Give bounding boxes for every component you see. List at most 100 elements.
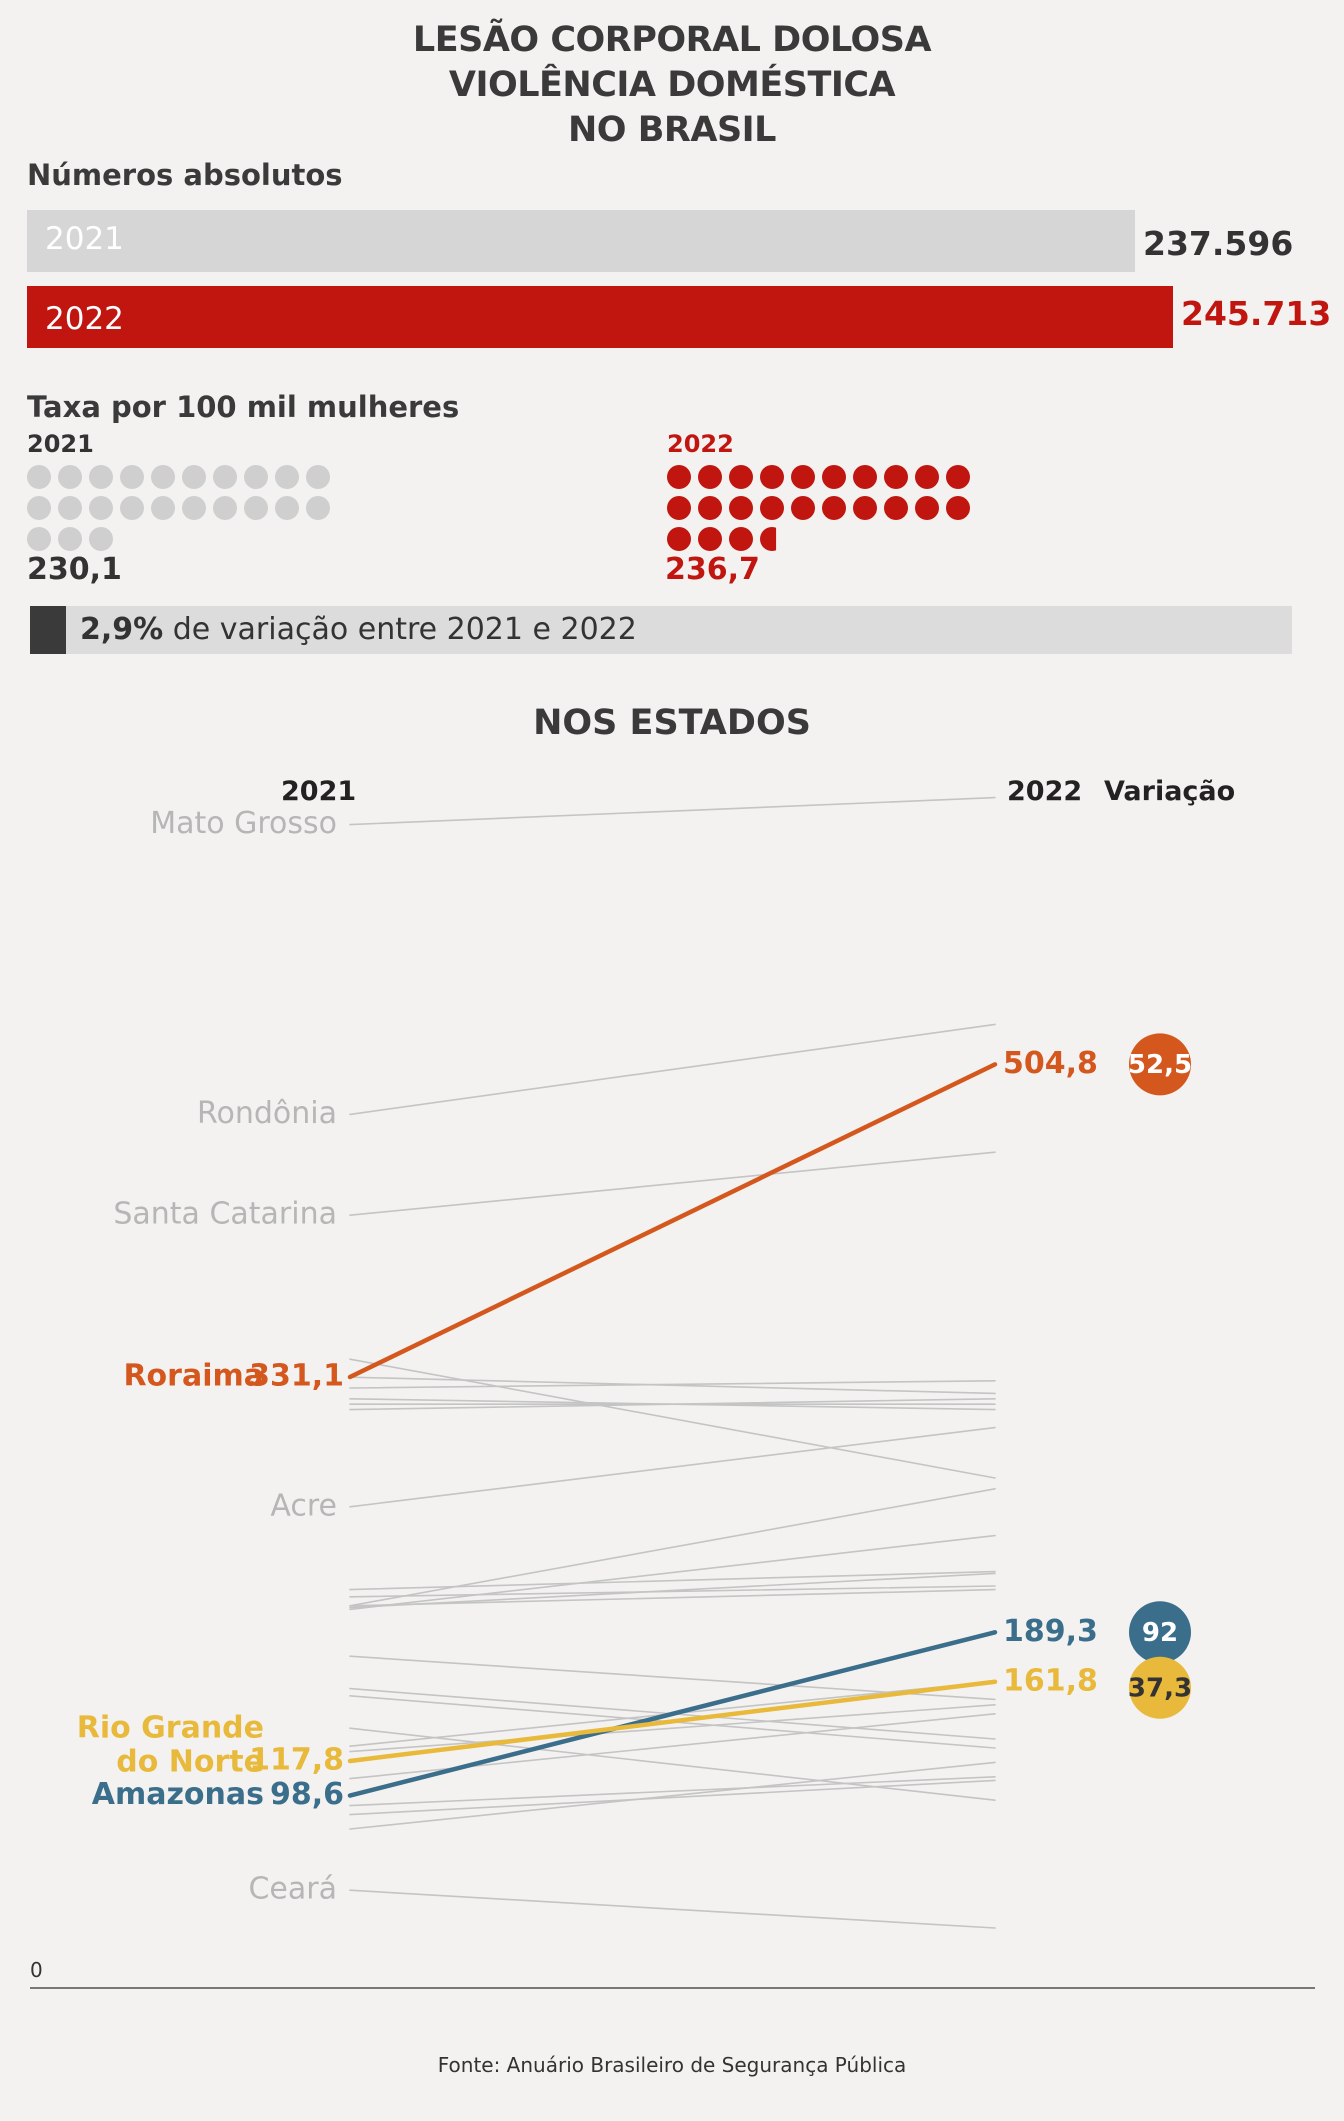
rate-dot <box>213 496 237 520</box>
rate-dot <box>884 465 908 489</box>
title-line-3: NO BRASIL <box>568 110 776 150</box>
bar-2022-value: 245.713 <box>1181 294 1332 333</box>
rate-dot <box>698 465 722 489</box>
state-label: Acre <box>270 1488 337 1523</box>
rate-2022-value: 236,7 <box>665 552 760 587</box>
rate-dot <box>853 496 877 520</box>
rate-2022-dots <box>667 465 970 551</box>
state-label: Rondônia <box>197 1096 337 1131</box>
rate-dot <box>27 527 51 551</box>
bar-2022-year: 2022 <box>45 301 124 337</box>
rate-dot <box>244 496 268 520</box>
bar-2021-year: 2021 <box>45 221 124 257</box>
variation-description: de variação entre 2021 e 2022 <box>163 612 637 647</box>
bar-2021-value: 237.596 <box>1143 224 1294 263</box>
value-2022-label: 504,8 <box>1003 1046 1098 1081</box>
absolutes-heading: Números absolutos <box>27 158 343 192</box>
bar-2022: 2022 <box>27 286 1173 348</box>
state-line <box>349 1376 996 1395</box>
variation-circle <box>1129 1033 1191 1096</box>
rate-dot <box>791 465 815 489</box>
rate-dot <box>822 496 846 520</box>
rate-dot <box>89 527 113 551</box>
value-2021-label: 331,1 <box>249 1359 344 1394</box>
state-line-highlight <box>347 1679 998 1764</box>
rate-dot <box>667 465 691 489</box>
rate-2022-year: 2022 <box>667 430 734 458</box>
rate-dot <box>853 465 877 489</box>
state-line <box>349 1358 996 1479</box>
value-2021-label: 98,6 <box>270 1777 344 1812</box>
rate-dot <box>120 465 144 489</box>
rate-2021-value: 230,1 <box>27 552 122 587</box>
state-name-label: Roraima <box>123 1359 264 1394</box>
chart-title: LESÃO CORPORAL DOLOSA VIOLÊNCIA DOMÉSTIC… <box>0 18 1344 153</box>
rate-2021-year: 2021 <box>27 430 94 458</box>
rate-dot <box>791 496 815 520</box>
rate-heading: Taxa por 100 mil mulheres <box>27 390 460 424</box>
state-line <box>349 1727 996 1801</box>
state-line <box>349 796 996 826</box>
rate-dot <box>275 496 299 520</box>
rate-dot <box>729 527 753 551</box>
rate-dot <box>760 465 784 489</box>
state-line <box>349 1534 996 1611</box>
column-2021: 2021 <box>281 776 357 807</box>
variation-value-label: 92 <box>1142 1618 1178 1648</box>
state-line <box>349 1761 996 1830</box>
state-line <box>349 1151 996 1216</box>
value-2022-label: 161,8 <box>1003 1663 1098 1698</box>
rate-dot <box>729 496 753 520</box>
rate-dot <box>729 465 753 489</box>
rate-dot-partial <box>760 527 784 551</box>
rate-dot <box>946 465 970 489</box>
state-label: Ceará <box>248 1872 337 1907</box>
rate-dot <box>306 496 330 520</box>
state-line <box>349 1380 996 1389</box>
state-line <box>349 1588 996 1607</box>
state-line-highlight <box>347 1062 998 1380</box>
rate-dot <box>698 496 722 520</box>
state-line <box>349 1488 996 1607</box>
bar-2021: 2021 <box>27 210 1135 272</box>
state-line <box>349 1426 996 1508</box>
rate-dot <box>151 496 175 520</box>
rate-dot <box>58 465 82 489</box>
state-name-label: Amazonas <box>92 1777 264 1812</box>
state-line-highlight <box>347 1630 998 1798</box>
rate-dot <box>27 465 51 489</box>
state-line <box>349 1023 996 1116</box>
column-variation: Variação <box>1104 776 1236 807</box>
column-2022: 2022 <box>1007 776 1083 807</box>
rate-dot <box>58 496 82 520</box>
variation-circle <box>1129 1656 1191 1719</box>
state-line <box>349 1572 996 1609</box>
rate-dot <box>760 496 784 520</box>
rate-dot <box>667 527 691 551</box>
state-name-label: do Norte <box>116 1744 264 1779</box>
rate-dot <box>58 527 82 551</box>
rate-dot <box>27 496 51 520</box>
rate-dot <box>244 465 268 489</box>
variation-value-label: 37,3 <box>1128 1673 1192 1703</box>
axis-zero-label: 0 <box>30 1958 43 1982</box>
rate-dot <box>151 465 175 489</box>
state-label: Santa Catarina <box>113 1197 337 1232</box>
rate-dot <box>698 527 722 551</box>
rate-dot <box>306 465 330 489</box>
rate-dot <box>120 496 144 520</box>
rate-dot <box>884 496 908 520</box>
title-line-1: LESÃO CORPORAL DOLOSA <box>412 20 932 60</box>
state-line <box>349 1398 996 1411</box>
rate-dot <box>667 496 691 520</box>
state-line <box>349 1776 996 1807</box>
source-footer: Fonte: Anuário Brasileiro de Segurança P… <box>437 2053 907 2077</box>
state-line <box>349 1779 996 1816</box>
value-2021-label: 117,8 <box>249 1742 344 1777</box>
rate-2021-dots <box>27 465 330 551</box>
variation-marker <box>30 606 66 654</box>
value-2022-label: 189,3 <box>1003 1614 1098 1649</box>
rate-dot <box>275 465 299 489</box>
rate-dot <box>182 465 206 489</box>
